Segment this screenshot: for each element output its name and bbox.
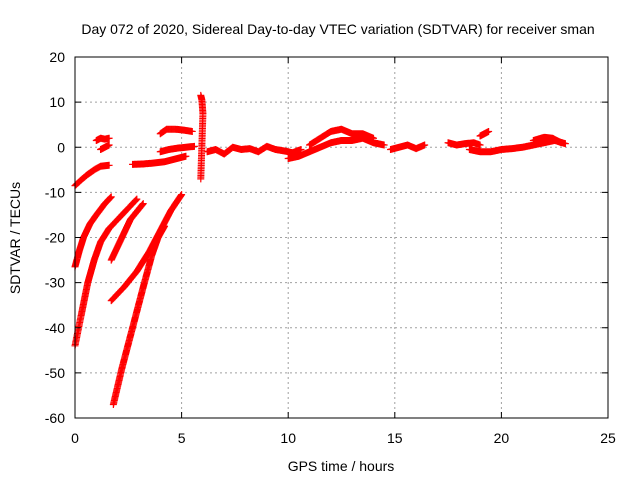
y-tick-label: -10 [45, 184, 65, 200]
y-axis-label: SDTVAR / TECUs [7, 182, 23, 294]
series-0-points [71, 161, 113, 190]
series-3 [107, 200, 147, 264]
series-17-points [476, 127, 493, 140]
y-tick-label: -20 [45, 230, 65, 246]
series-15-points [387, 141, 429, 154]
series-19 [529, 133, 565, 147]
x-tick-label: 15 [387, 430, 403, 446]
series-17 [476, 127, 493, 140]
series-5 [109, 222, 169, 408]
series-6 [129, 152, 190, 168]
series-11-points [197, 91, 207, 183]
x-tick-label: 10 [280, 430, 296, 446]
series-15 [387, 141, 429, 154]
series-8-points [156, 125, 196, 138]
series-16 [444, 139, 484, 149]
y-tick-label: 20 [49, 49, 65, 65]
x-tick-label: 20 [494, 430, 510, 446]
axis-ticks: 0 5 10 15 20 25 -60 -50 -40 -30 -20 -10 0 10 20 [45, 49, 616, 446]
series-7-points [156, 142, 198, 156]
series-10-points [97, 141, 113, 154]
series-12 [203, 142, 305, 158]
y-tick-label: -50 [45, 365, 65, 381]
chart-title: Day 072 of 2020, Sidereal Day-to-day VTE… [81, 21, 594, 37]
y-tick-label: 0 [57, 139, 65, 155]
series-13 [284, 134, 388, 163]
y-tick-label: -60 [45, 410, 65, 426]
series-19-points [529, 133, 565, 147]
series-14-points [306, 125, 377, 149]
x-tick-label: 5 [178, 430, 186, 446]
x-tick-label: 0 [71, 430, 79, 446]
series-6-points [129, 152, 190, 168]
series-13-points [284, 134, 388, 163]
x-axis-label: GPS time / hours [288, 458, 395, 474]
series-12-points [203, 142, 305, 158]
series-8 [156, 125, 196, 138]
series-11 [197, 91, 207, 183]
series-10 [97, 141, 113, 154]
grid [75, 57, 608, 418]
y-tick-label: -30 [45, 275, 65, 291]
series-14 [306, 125, 377, 149]
y-tick-label: -40 [45, 320, 65, 336]
series-3-points [107, 200, 147, 264]
y-tick-label: 10 [49, 94, 65, 110]
series-0 [71, 161, 113, 190]
data-marks [71, 91, 569, 408]
series-5-points [109, 222, 169, 408]
series-16-points [444, 139, 484, 149]
series-7 [156, 142, 198, 156]
x-tick-label: 25 [600, 430, 616, 446]
series-9-points [92, 134, 113, 144]
series-9 [92, 134, 113, 144]
